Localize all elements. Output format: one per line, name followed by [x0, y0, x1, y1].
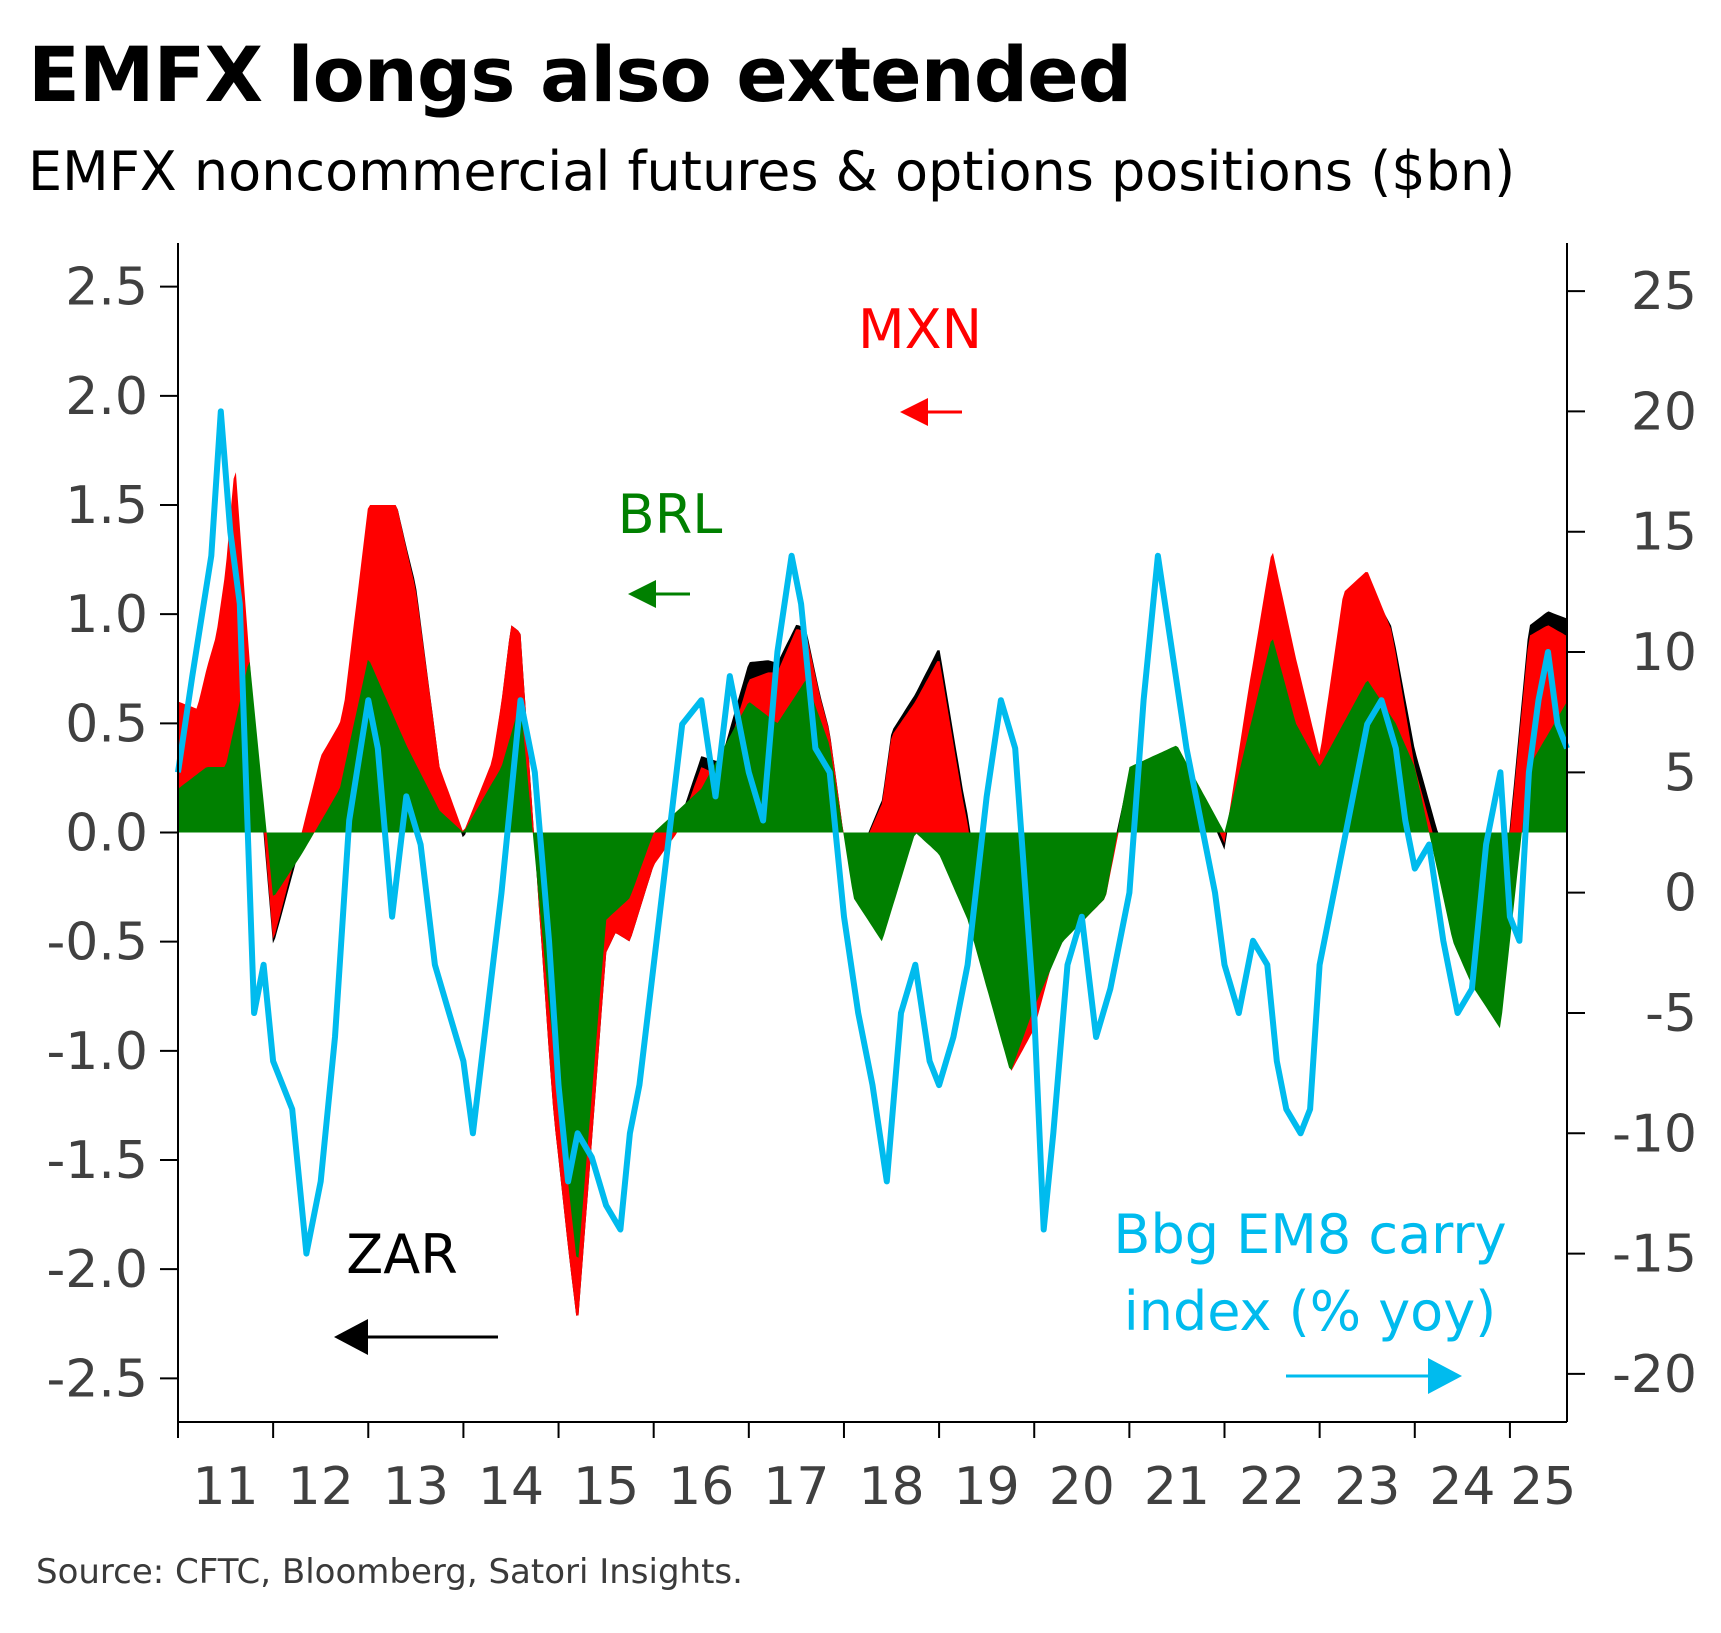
x-tick-label: 20: [1049, 1457, 1115, 1517]
left-tick-label: 0.5: [65, 694, 148, 754]
left-tick-label: -2.0: [47, 1240, 148, 1300]
right-tick-label: -20: [1612, 1345, 1697, 1405]
carry-index-line: [175, 408, 1570, 1257]
chart-title: EMFX longs also extended: [28, 30, 1132, 119]
axes-layer: 2.5 2.0 1.5 1.0 0.5 0.0 -0.5 -1.0 -1.5 -2.0 -2.5 25…: [47, 243, 1697, 1517]
mxn-label: MXN: [858, 298, 982, 361]
x-tick-label: 23: [1334, 1457, 1400, 1517]
right-tick-label: -10: [1612, 1104, 1697, 1164]
x-tick-label: 15: [573, 1457, 639, 1517]
right-tick-label: 5: [1664, 743, 1697, 803]
left-tick-label: -0.5: [47, 913, 148, 973]
left-tick-label: 1.0: [65, 585, 148, 645]
carry-label-line2: index (% yoy): [1124, 1280, 1496, 1343]
x-tick-label: 11: [192, 1457, 258, 1517]
annotations-layer: MXN BRL ZAR Bbg EM8 carry index (% yoy): [334, 298, 1507, 1394]
x-tick-label: 18: [858, 1457, 924, 1517]
right-tick-label: 0: [1664, 864, 1697, 924]
brl-area: [178, 639, 1567, 1258]
right-tick-label: 20: [1631, 382, 1697, 442]
x-tick-label: 17: [763, 1457, 829, 1517]
right-tick-label: -15: [1612, 1225, 1697, 1285]
brl-label: BRL: [618, 483, 723, 546]
x-tick-label: 13: [383, 1457, 449, 1517]
left-tick-label: -2.5: [47, 1349, 148, 1409]
x-tick-label: 14: [478, 1457, 544, 1517]
x-tick-label: 25: [1510, 1457, 1576, 1517]
series-layer: [175, 408, 1570, 1316]
x-tick-label: 19: [954, 1457, 1020, 1517]
right-tick-label: 10: [1631, 623, 1697, 683]
right-tick-label: 15: [1631, 503, 1697, 563]
left-tick-label: -1.5: [47, 1131, 148, 1191]
left-tick-label: 0.0: [65, 804, 148, 864]
left-tick-label: 2.0: [65, 367, 148, 427]
chart-subtitle: EMFX noncommercial futures & options pos…: [28, 140, 1516, 203]
carry-label-line1: Bbg EM8 carry: [1113, 1203, 1506, 1266]
source-note: Source: CFTC, Bloomberg, Satori Insights…: [36, 1552, 743, 1592]
left-tick-label: 2.5: [65, 258, 148, 318]
x-tick-label: 16: [668, 1457, 734, 1517]
x-tick-label: 24: [1429, 1457, 1495, 1517]
x-tick-label: 12: [288, 1457, 354, 1517]
right-tick-label: 25: [1631, 262, 1697, 322]
brl-arrow-left-icon: [628, 580, 690, 608]
right-tick-label: -5: [1645, 984, 1697, 1044]
left-tick-label: -1.0: [47, 1022, 148, 1082]
zar-arrow-left-icon: [334, 1319, 498, 1355]
zar-label: ZAR: [346, 1223, 457, 1286]
mxn-arrow-left-icon: [900, 398, 962, 426]
x-tick-label: 21: [1144, 1457, 1210, 1517]
carry-arrow-right-icon: [1286, 1358, 1462, 1394]
x-tick-label: 22: [1239, 1457, 1305, 1517]
left-tick-label: 1.5: [65, 476, 148, 536]
